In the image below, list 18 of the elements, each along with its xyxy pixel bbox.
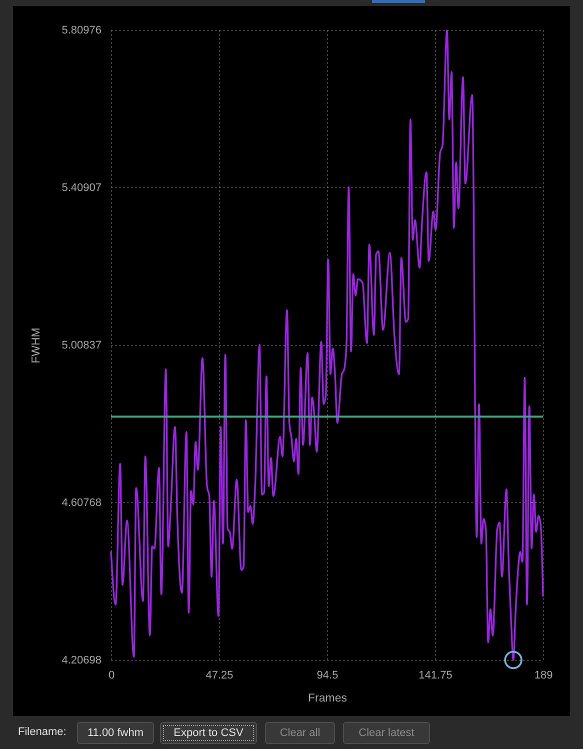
text-field: 11.00 fwhm	[77, 722, 154, 744]
y-tick-label: 5.40907	[62, 182, 102, 194]
y-tick-label: 5.80976	[62, 24, 102, 36]
x-tick-label: 141.75	[418, 670, 452, 682]
x-axis-title: Frames	[308, 692, 348, 704]
y-tick-label: 4.20698	[62, 654, 102, 666]
y-tick-label: 5.00837	[62, 340, 102, 352]
y-tick-label: 4.60768	[62, 497, 102, 509]
button: Clear latest	[343, 722, 430, 744]
x-tick-label: 0	[108, 670, 115, 682]
x-tick-label: 94.5	[316, 670, 338, 682]
x-tick-label: 189	[534, 670, 553, 682]
button: Clear all	[265, 722, 335, 744]
text: Filename:	[18, 726, 66, 738]
button: Export to CSV	[160, 722, 257, 744]
y-axis-title: FWHM	[30, 328, 43, 364]
line-series	[110, 29, 544, 661]
x-tick-label: 47.25	[206, 670, 234, 682]
